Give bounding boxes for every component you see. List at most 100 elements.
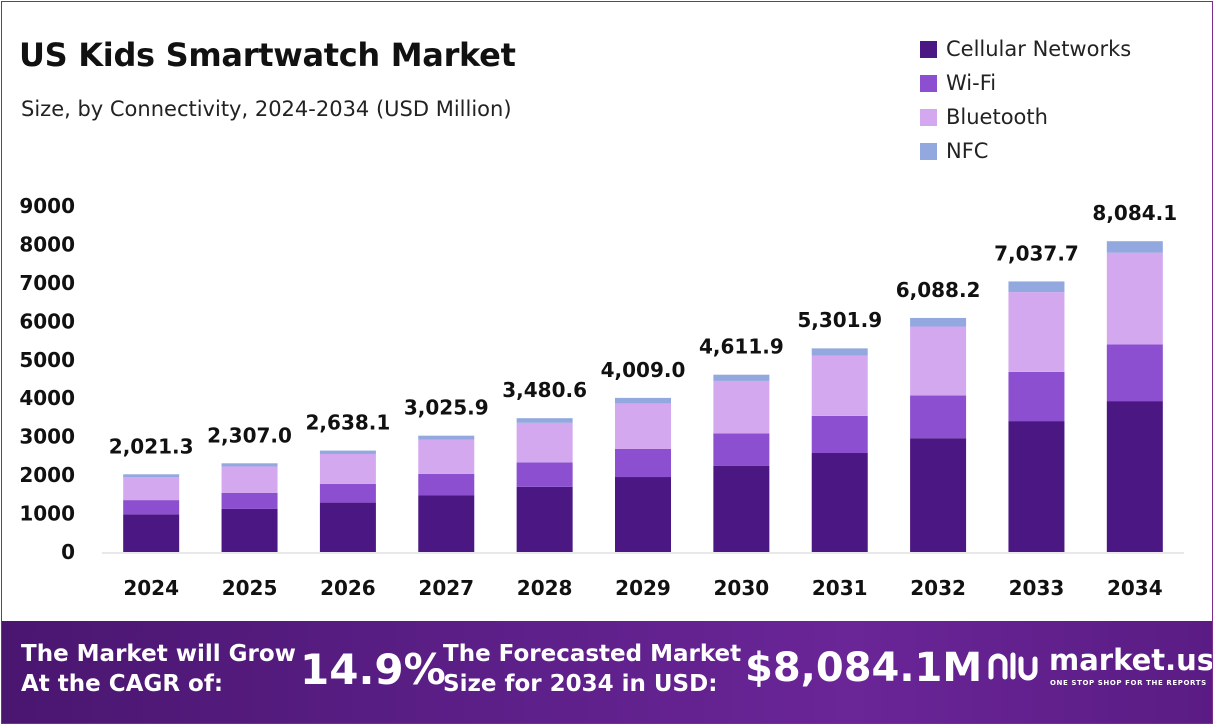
forecast-value: $8,084.1M (745, 645, 983, 691)
total-data-label: 8,084.1 (1092, 201, 1177, 225)
total-data-label: 2,021.3 (109, 434, 194, 458)
bar-segment-nfc-2030 (713, 374, 770, 381)
x-tick-label: 2024 (123, 576, 179, 600)
bar-segment-nfc-2024 (123, 474, 180, 478)
bar-segment-cellular-networks-2028 (516, 486, 573, 552)
bar-segment-cellular-networks-2033 (1008, 421, 1065, 552)
legend: Cellular Networks Wi-Fi Bluetooth NFC (920, 32, 1131, 168)
y-tick-label: 9000 (19, 194, 75, 218)
bar-segment-bluetooth-2025 (221, 466, 278, 493)
bar-segment-cellular-networks-2024 (123, 514, 180, 552)
bar-segment-bluetooth-2030 (713, 380, 770, 434)
bar-segment-cellular-networks-2027 (418, 495, 475, 552)
bar-segment-nfc-2031 (811, 348, 868, 356)
y-tick-label: 8000 (19, 232, 75, 256)
bar-segment-wi-fi-2028 (516, 462, 573, 487)
total-data-label: 5,301.9 (797, 308, 882, 332)
legend-swatch-cellular-networks (920, 40, 937, 58)
bar-segment-bluetooth-2026 (319, 453, 376, 484)
x-tick-label: 2031 (812, 576, 868, 600)
x-tick-label: 2029 (615, 576, 671, 600)
brand-tagline: ONE STOP SHOP FOR THE REPORTS (1050, 679, 1207, 687)
legend-label-nfc: NFC (946, 139, 989, 163)
legend-label-bluetooth: Bluetooth (946, 105, 1048, 129)
bar-segment-bluetooth-2032 (910, 326, 967, 396)
bar-segment-wi-fi-2024 (123, 500, 180, 515)
stacked-bar-chart: 0 1000 2000 3000 4000 5000 6000 7000 8000 9000 2,0… (19, 194, 1184, 600)
y-tick-label: 7000 (19, 271, 75, 295)
legend-label-cellular-networks: Cellular Networks (946, 37, 1132, 61)
legend-swatch-wi-fi (920, 74, 937, 92)
cagr-value: 14.9% (300, 645, 446, 694)
legend-item-bluetooth: Bluetooth (920, 100, 1131, 134)
bar-segment-cellular-networks-2034 (1106, 401, 1163, 552)
bar-segment-bluetooth-2024 (123, 477, 180, 501)
bar-segment-wi-fi-2030 (713, 433, 770, 466)
bar-segment-nfc-2025 (221, 463, 278, 467)
bar-segment-wi-fi-2029 (615, 448, 671, 478)
bar-segment-bluetooth-2028 (516, 422, 573, 463)
bar-segment-wi-fi-2031 (811, 415, 868, 454)
legend-swatch-nfc (920, 142, 937, 160)
total-data-label: 7,037.7 (994, 241, 1079, 265)
y-tick-label: 3000 (19, 425, 75, 449)
x-tick-label: 2033 (1009, 576, 1065, 600)
x-tick-label: 2030 (714, 576, 770, 600)
bar-segment-wi-fi-2032 (910, 395, 967, 439)
total-data-label: 6,088.2 (896, 278, 981, 302)
bar-segment-cellular-networks-2029 (615, 477, 671, 552)
legend-swatch-bluetooth (920, 108, 937, 126)
chart-subtitle: Size, by Connectivity, 2024-2034 (USD Mi… (21, 97, 512, 121)
legend-item-cellular-networks: Cellular Networks (920, 32, 1131, 66)
bar-segment-cellular-networks-2026 (319, 502, 376, 552)
y-tick-label: 1000 (19, 502, 75, 526)
market-us-logo-icon (988, 652, 1038, 681)
x-tick-label: 2032 (910, 576, 966, 600)
bar-segment-nfc-2033 (1008, 281, 1065, 293)
bar-segment-bluetooth-2033 (1008, 292, 1065, 372)
bar-segment-nfc-2032 (910, 317, 967, 327)
total-data-label: 2,307.0 (207, 423, 292, 447)
legend-item-wi-fi: Wi-Fi (920, 66, 1131, 100)
bar-segment-nfc-2028 (516, 418, 573, 423)
forecast-caption: The Forecasted Market Size for 2034 in U… (443, 641, 742, 697)
bar-segment-wi-fi-2026 (319, 483, 376, 503)
bar-segment-cellular-networks-2031 (811, 453, 868, 552)
y-tick-label: 2000 (19, 463, 75, 487)
total-data-label: 4,611.9 (699, 335, 784, 359)
bar-segment-bluetooth-2029 (615, 403, 671, 449)
bar-segment-wi-fi-2033 (1008, 371, 1065, 422)
bar-segment-wi-fi-2027 (418, 473, 475, 496)
y-tick-label: 4000 (19, 386, 75, 410)
bar-segment-bluetooth-2031 (811, 355, 868, 416)
legend-item-nfc: NFC (920, 134, 1131, 168)
bar-segment-nfc-2026 (319, 450, 376, 454)
x-tick-label: 2034 (1107, 576, 1163, 600)
bar-segment-bluetooth-2027 (418, 439, 475, 474)
x-tick-label: 2028 (517, 576, 573, 600)
bar-segment-nfc-2027 (418, 435, 475, 440)
bar-segment-cellular-networks-2025 (221, 508, 278, 552)
total-data-label: 2,638.1 (306, 411, 391, 435)
bar-segment-cellular-networks-2032 (910, 438, 967, 552)
bar-segment-wi-fi-2034 (1106, 344, 1163, 402)
cagr-caption: The Market will Grow At the CAGR of: (21, 641, 296, 697)
x-tick-label: 2025 (222, 576, 278, 600)
bar-segment-bluetooth-2034 (1106, 252, 1163, 345)
y-tick-label: 6000 (19, 309, 75, 333)
total-data-label: 3,480.6 (502, 378, 587, 402)
y-tick-label: 5000 (19, 348, 75, 372)
x-tick-label: 2026 (320, 576, 376, 600)
total-data-label: 4,009.0 (601, 358, 686, 382)
footer-banner: The Market will Grow At the CAGR of: 14.… (2, 621, 1213, 723)
bar-segment-cellular-networks-2030 (713, 465, 770, 552)
x-tick-label: 2027 (418, 576, 474, 600)
chart-title: US Kids Smartwatch Market (19, 36, 516, 74)
y-tick-label: 0 (61, 540, 75, 564)
legend-label-wi-fi: Wi-Fi (946, 71, 997, 95)
total-data-label: 3,025.9 (404, 396, 489, 420)
bar-segment-nfc-2029 (615, 397, 671, 404)
brand-name: market.us (1049, 643, 1213, 677)
bar-segment-wi-fi-2025 (221, 492, 278, 509)
